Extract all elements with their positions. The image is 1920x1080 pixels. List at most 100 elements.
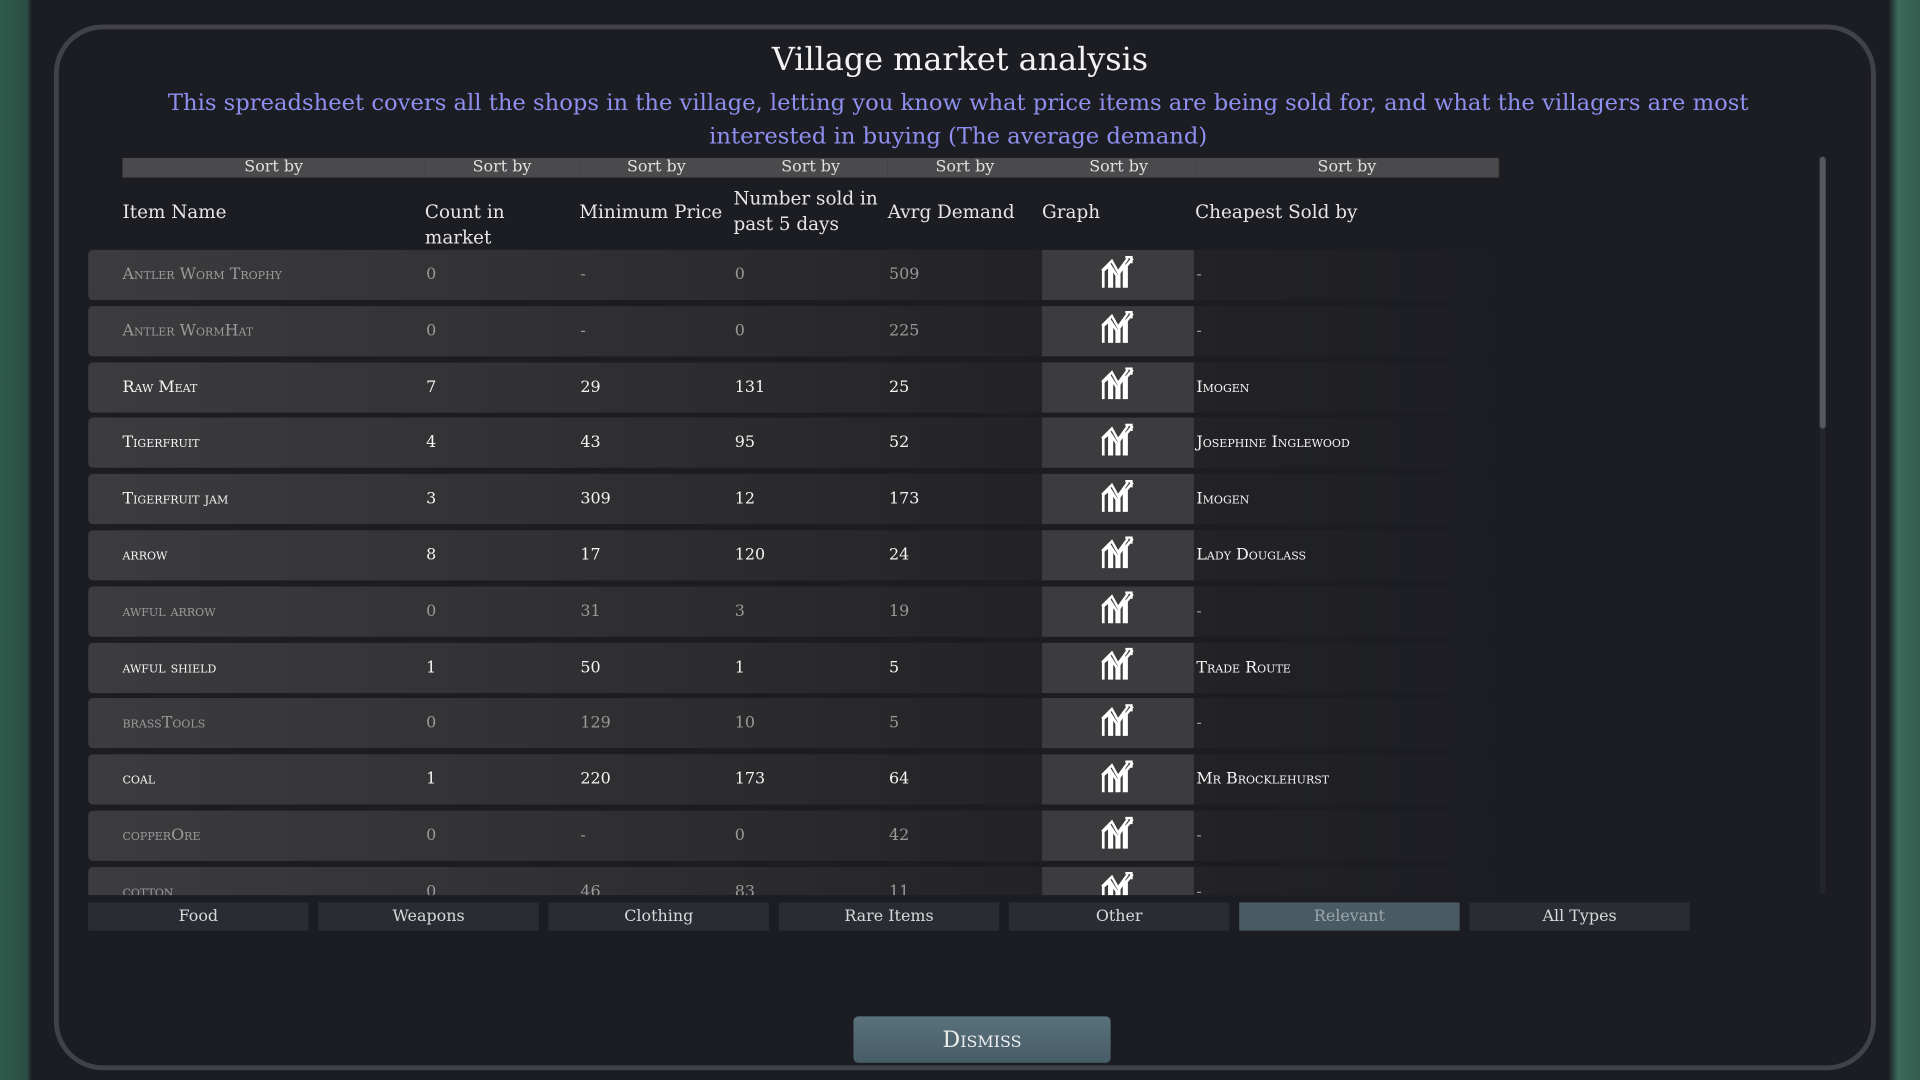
bar-line-chart-icon [1100,367,1137,406]
cell-count: 0 [426,602,437,621]
sort-button-3[interactable]: Sort by [733,157,889,178]
tab-clothing[interactable]: Clothing [548,902,769,931]
cell-name: Raw Meat [122,377,198,397]
cell-name: Tigerfruit [122,433,200,453]
tab-rare-items[interactable]: Rare Items [778,902,1000,931]
graph-button[interactable] [1042,361,1194,413]
scrollbar[interactable] [1819,156,1826,894]
cell-seller: - [1196,265,1202,285]
tab-weapons[interactable]: Weapons [318,902,539,931]
cell-count: 3 [426,490,437,509]
cell-seller: Trade Route [1196,658,1291,677]
cell-sold: 131 [734,377,766,397]
table-row[interactable]: arrow 8 17 120 24 Lady Douglass [88,530,1509,581]
cell-demand: 52 [888,433,910,453]
cell-count: 0 [426,714,437,733]
column-header: Minimum Price [579,200,723,223]
cell-sold: 12 [734,490,755,509]
scrollbar-thumb[interactable] [1819,156,1826,429]
sort-button-4[interactable]: Sort by [887,157,1044,178]
cell-demand: 5 [888,714,900,733]
table-row[interactable]: awful arrow 0 31 3 19 - [88,586,1509,637]
column-header: Cheapest Sold by [1195,200,1358,223]
cell-count: 1 [426,770,437,789]
tab-all-types[interactable]: All Types [1469,902,1690,931]
cell-name: awful shield [122,658,217,677]
sort-button-2[interactable]: Sort by [579,157,735,178]
cell-min: 129 [580,714,611,733]
row-background [1193,586,1509,637]
table-row[interactable]: Raw Meat 7 29 131 25 Imogen [88,361,1509,413]
table-row[interactable]: brassTools 0 129 10 5 - [88,698,1509,749]
bar-line-chart-icon [1100,591,1137,631]
cell-seller: - [1196,602,1202,621]
cell-name: copperOre [122,826,201,845]
row-background [1193,642,1509,693]
cell-demand: 42 [888,826,910,845]
table-row[interactable]: copperOre 0 - 0 42 - [88,810,1509,861]
table-row[interactable]: awful shield 1 50 1 5 Trade Route [88,642,1509,693]
table-row[interactable]: coal 1 220 173 64 Mr Brocklehurst [88,754,1509,805]
cell-count: 0 [426,265,437,285]
graph-button[interactable] [1042,698,1194,749]
cell-count: 4 [426,433,437,453]
page-description: This spreadsheet covers all the shops in… [167,90,1749,150]
cell-count: 7 [426,377,437,397]
tab-relevant[interactable]: Relevant [1239,902,1460,931]
cell-demand: 225 [888,321,920,341]
row-background [1193,361,1509,413]
table-row[interactable]: cotton 0 46 83 11 - [88,866,1509,896]
table-row[interactable]: Antler Worm Trophy 0 - 0 509 - [88,249,1509,301]
sort-button-0[interactable]: Sort by [122,157,427,178]
row-background [1193,249,1509,301]
cell-seller: Mr Brocklehurst [1196,770,1330,789]
cell-min: 17 [580,546,601,565]
graph-button[interactable] [1042,586,1194,637]
graph-button[interactable] [1042,418,1194,469]
cell-name: awful arrow [122,602,216,621]
graph-button[interactable] [1042,474,1194,525]
row-background [88,474,1043,525]
graph-button[interactable] [1042,866,1194,896]
row-background [88,418,1043,469]
row-background [1193,866,1509,896]
cell-name: Antler WormHat [122,321,254,341]
cell-name: Tigerfruit jam [122,490,229,509]
row-background [1193,474,1509,525]
row-background [1193,305,1509,357]
table-row[interactable]: Antler WormHat 0 - 0 225 - [88,305,1509,357]
dismiss-button[interactable]: Dismiss [853,1016,1111,1063]
sort-button-5[interactable]: Sort by [1042,157,1197,178]
cell-sold: 1 [734,658,745,677]
tab-other[interactable]: Other [1008,902,1230,931]
cell-min: 43 [580,433,601,453]
bar-line-chart-icon [1100,872,1137,896]
bar-line-chart-icon [1100,647,1137,687]
cell-sold: 10 [734,714,755,733]
graph-button[interactable] [1042,754,1194,805]
table-row[interactable]: Tigerfruit jam 3 309 12 173 Imogen [88,474,1509,525]
cell-seller: Imogen [1196,490,1250,509]
row-background [1193,754,1509,805]
sort-button-1[interactable]: Sort by [424,157,581,178]
table-row[interactable]: Tigerfruit 4 43 95 52 Josephine Inglewood [88,418,1509,469]
cell-count: 8 [426,546,437,565]
graph-button[interactable] [1042,249,1194,301]
graph-button[interactable] [1042,530,1194,581]
cell-min: 309 [580,490,611,509]
cell-demand: 24 [888,546,910,565]
graph-button[interactable] [1042,642,1194,693]
cell-min: 31 [580,602,601,621]
column-header: Graph [1042,200,1101,223]
graph-button[interactable] [1042,810,1194,861]
tab-food[interactable]: Food [88,902,309,931]
cell-min: 29 [580,377,601,397]
row-background [1193,810,1509,861]
graph-button[interactable] [1042,305,1194,357]
bar-line-chart-icon [1100,703,1137,743]
cell-sold: 83 [734,882,755,896]
sort-button-6[interactable]: Sort by [1195,157,1501,178]
cell-sold: 0 [734,826,745,845]
row-background [88,361,1043,413]
